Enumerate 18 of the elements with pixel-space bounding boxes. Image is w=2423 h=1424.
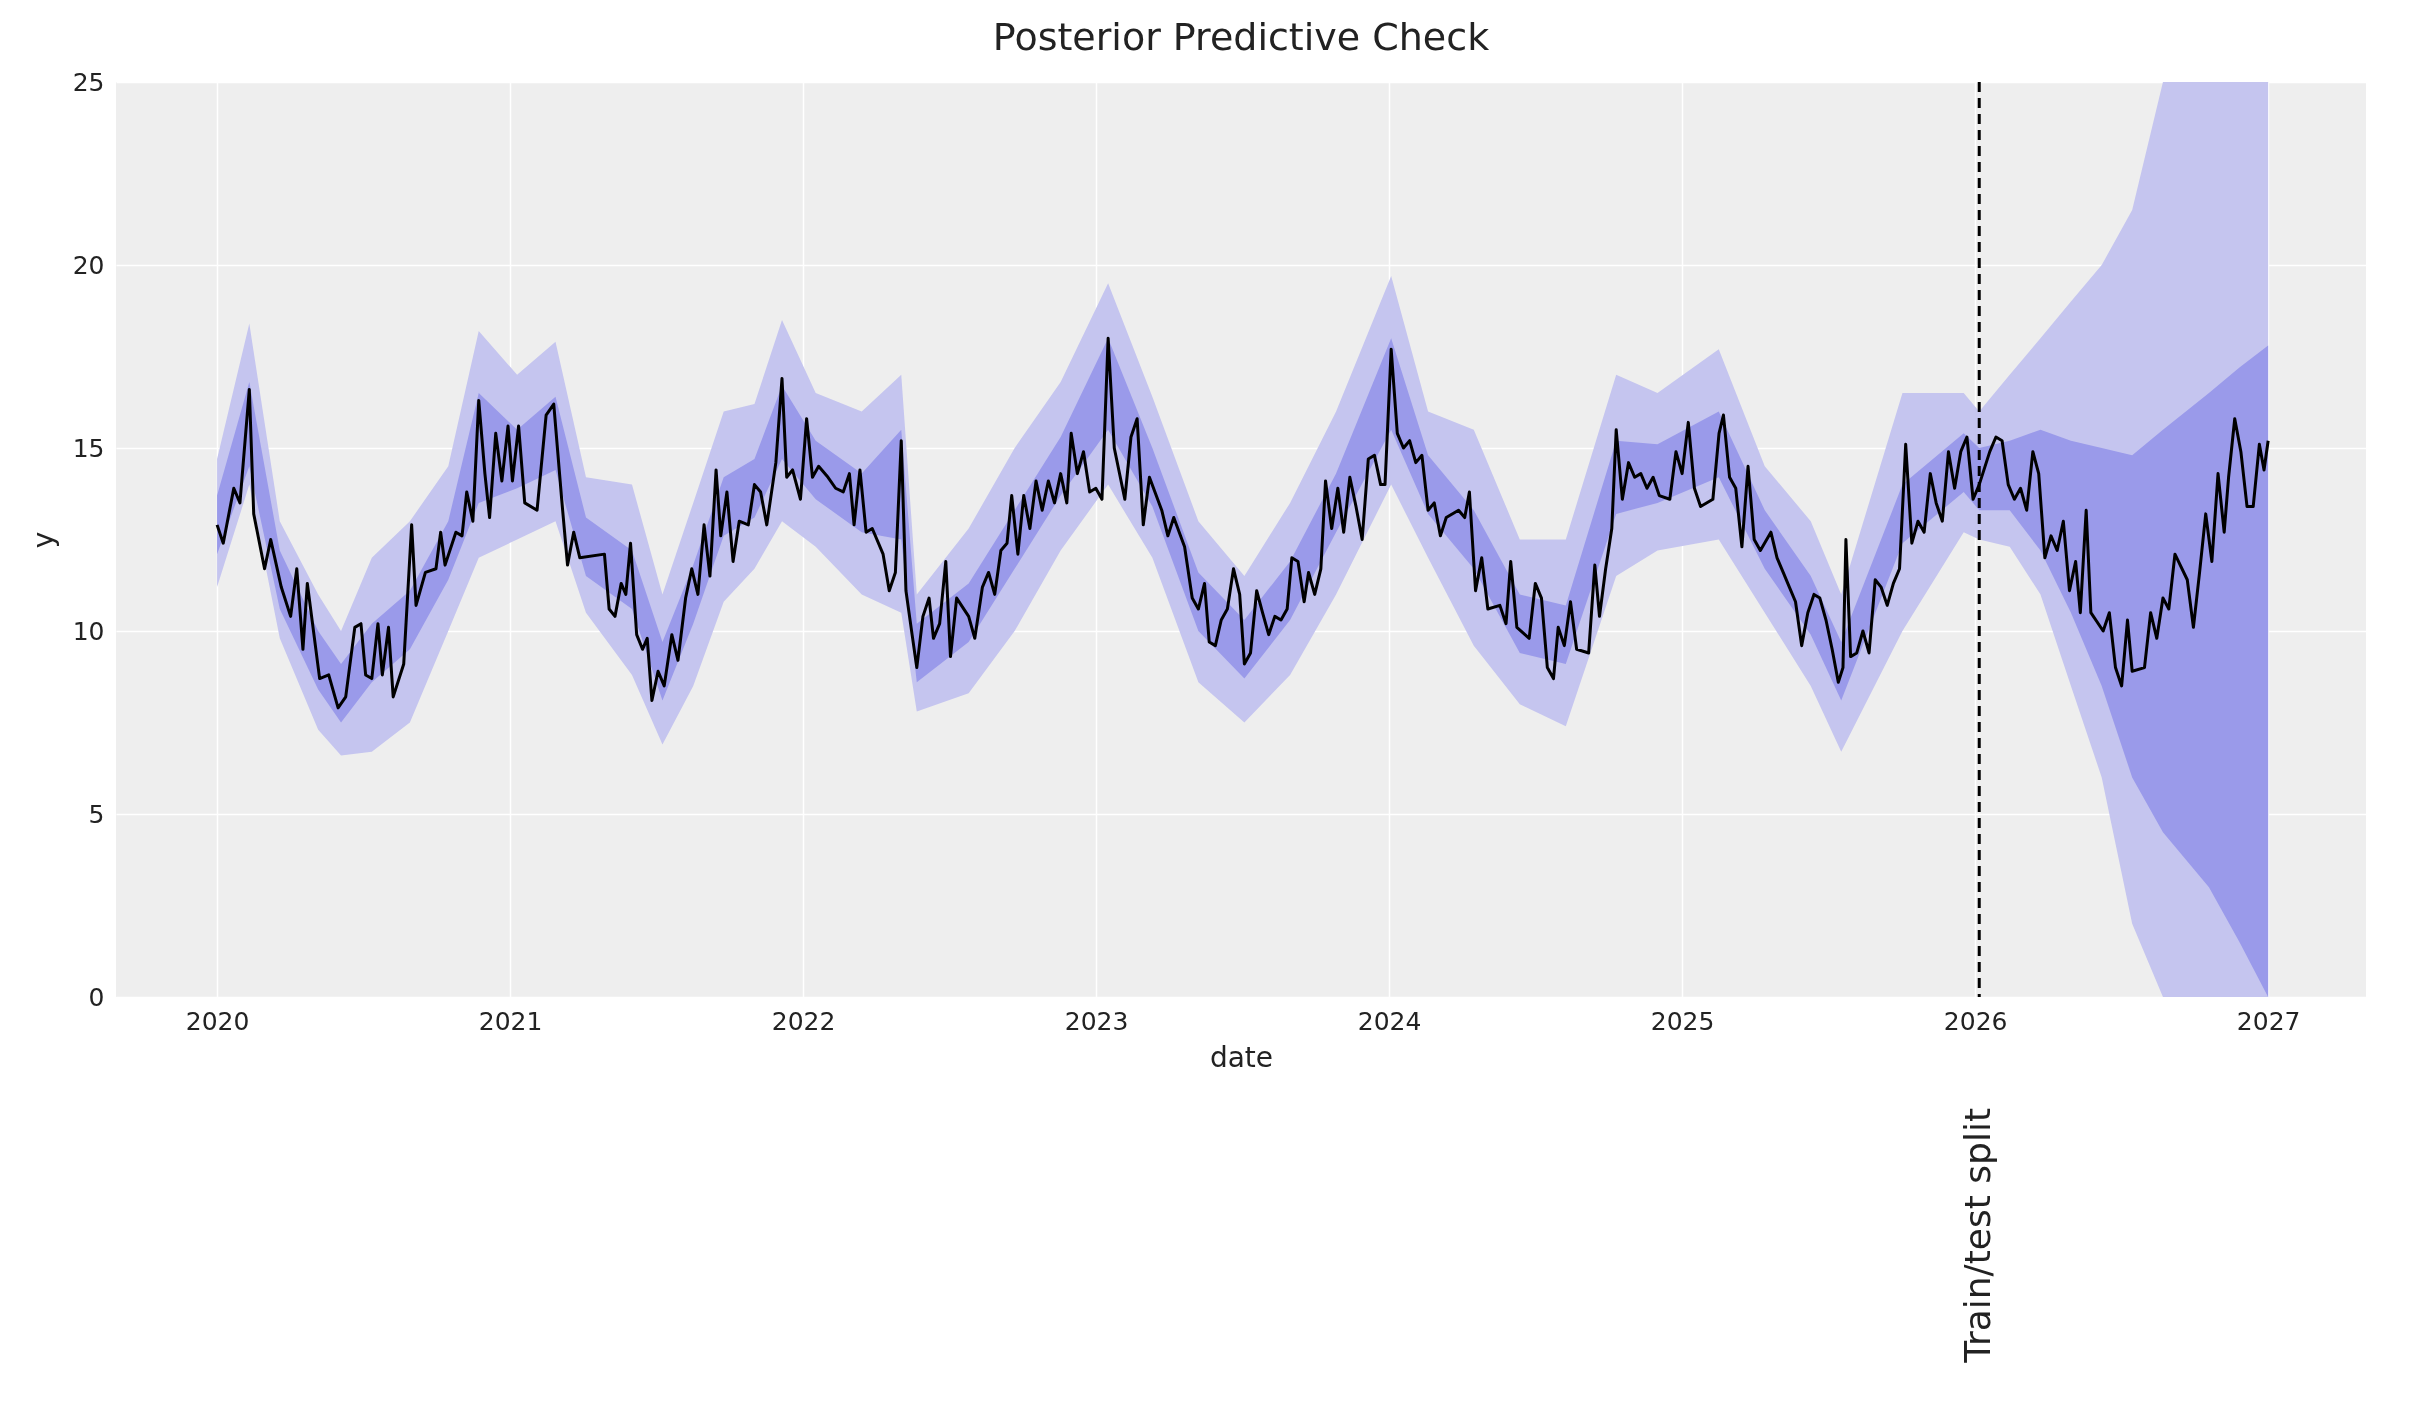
x-tick-label: 2026 [1943, 1006, 2008, 1036]
y-tick-label: 15 [72, 433, 105, 463]
y-tick-label: 5 [88, 799, 105, 829]
x-tick-label: 2021 [478, 1006, 543, 1036]
x-tick-label: 2020 [185, 1006, 250, 1036]
x-tick-label: 2024 [1357, 1006, 1422, 1036]
y-tick-label: 25 [72, 67, 105, 97]
x-tick-label: 2023 [1064, 1006, 1129, 1036]
x-tick-label: 2027 [2236, 1006, 2301, 1036]
chart-title: Posterior Predictive Check [992, 15, 1490, 59]
y-tick-label: 20 [72, 250, 105, 280]
x-tick-label: 2022 [771, 1006, 836, 1036]
y-tick-label: 0 [88, 982, 105, 1012]
ref-line-label: Train/test split [1957, 1108, 1999, 1364]
x-axis-title: date [1209, 1040, 1274, 1074]
x-tick-label: 2025 [1650, 1006, 1715, 1036]
y-tick-label: 10 [72, 616, 105, 646]
y-axis-title: y [26, 531, 60, 549]
